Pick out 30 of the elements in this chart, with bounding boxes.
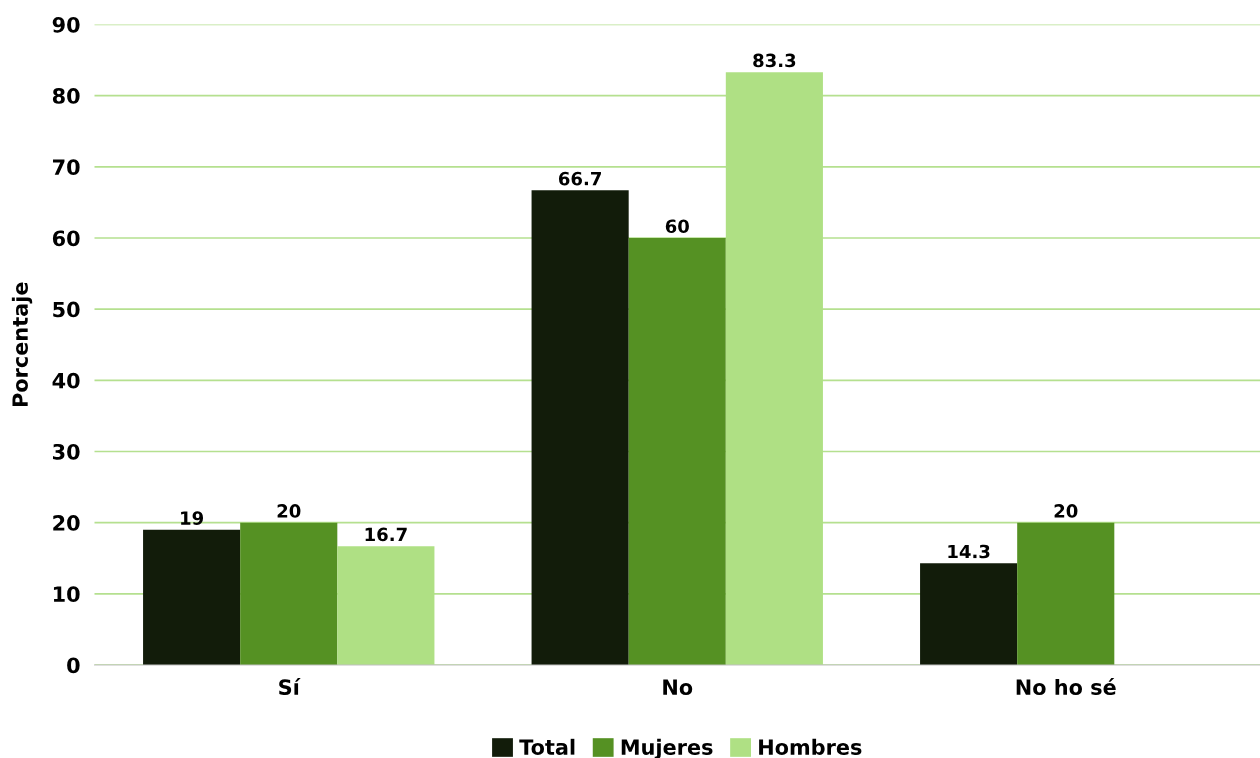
- legend-label: Total: [519, 738, 575, 755]
- legend-label: Hombres: [759, 738, 862, 755]
- bar: [920, 563, 1018, 665]
- y-tick-label: 20: [53, 515, 80, 531]
- y-tick-label: 50: [53, 301, 80, 318]
- data-label: 16.7: [365, 527, 407, 542]
- y-tick-label: 40: [52, 372, 80, 389]
- y-tick-label: 0: [67, 657, 80, 674]
- data-label: 20: [1054, 504, 1078, 518]
- y-tick-label: 70: [53, 159, 80, 176]
- x-tick-label: No ho sé: [1016, 678, 1116, 696]
- data-label: 66.7: [558, 171, 601, 186]
- y-axis-title: Porcentaje: [11, 282, 33, 407]
- y-tick-label: 80: [52, 88, 80, 104]
- y-tick-label: 60: [52, 230, 80, 247]
- bar: [628, 237, 726, 665]
- data-label: 19: [181, 511, 204, 525]
- x-tick-label: Sí: [279, 678, 301, 696]
- y-tick-label: 90: [52, 16, 80, 33]
- y-tick-label: 30: [53, 443, 80, 460]
- data-label: 83.3: [753, 53, 796, 68]
- bar: [240, 522, 338, 665]
- bar: [143, 529, 241, 665]
- bar: [531, 190, 629, 665]
- data-label: 20: [277, 504, 301, 518]
- bar: [1017, 522, 1115, 665]
- x-tick-label: No: [663, 679, 693, 696]
- y-tick-label: 10: [53, 586, 80, 603]
- data-label: 60: [665, 219, 689, 234]
- data-label: 14.3: [948, 544, 990, 559]
